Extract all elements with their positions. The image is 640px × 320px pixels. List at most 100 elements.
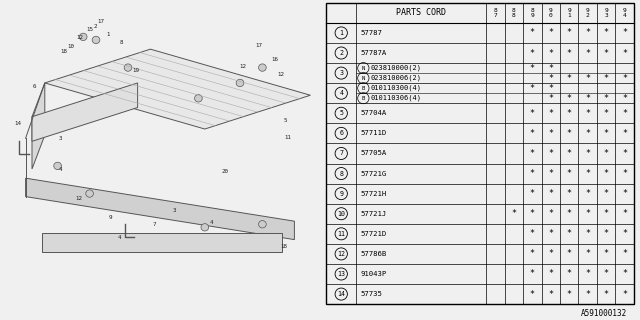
Text: 8
7: 8 7 bbox=[493, 8, 497, 18]
Circle shape bbox=[124, 64, 132, 71]
Text: *: * bbox=[530, 189, 535, 198]
Text: 4: 4 bbox=[339, 90, 343, 96]
Text: 9
2: 9 2 bbox=[586, 8, 589, 18]
Text: *: * bbox=[585, 129, 590, 138]
Polygon shape bbox=[42, 234, 282, 252]
Text: *: * bbox=[585, 209, 590, 218]
Text: *: * bbox=[604, 149, 609, 158]
Circle shape bbox=[86, 190, 93, 197]
Text: 10: 10 bbox=[337, 211, 345, 217]
Text: *: * bbox=[604, 129, 609, 138]
Text: *: * bbox=[530, 129, 535, 138]
Text: *: * bbox=[604, 209, 609, 218]
Text: *: * bbox=[604, 189, 609, 198]
Text: 91043P: 91043P bbox=[360, 271, 387, 277]
Text: 10: 10 bbox=[68, 44, 74, 49]
Text: *: * bbox=[622, 269, 627, 278]
Text: *: * bbox=[585, 249, 590, 259]
Text: 57704A: 57704A bbox=[360, 110, 387, 116]
Text: 57721G: 57721G bbox=[360, 171, 387, 177]
Text: *: * bbox=[566, 249, 572, 259]
Text: 4: 4 bbox=[117, 235, 121, 240]
Text: PARTS CORD: PARTS CORD bbox=[396, 8, 446, 18]
Text: *: * bbox=[566, 169, 572, 178]
Text: 12: 12 bbox=[278, 72, 284, 77]
Text: *: * bbox=[566, 290, 572, 299]
Text: *: * bbox=[548, 209, 553, 218]
Text: *: * bbox=[548, 49, 553, 58]
Text: *: * bbox=[604, 269, 609, 278]
Text: *: * bbox=[548, 109, 553, 118]
Text: 12: 12 bbox=[75, 196, 82, 201]
Text: *: * bbox=[604, 49, 609, 58]
Text: 57735: 57735 bbox=[360, 291, 382, 297]
Text: *: * bbox=[622, 74, 627, 83]
Text: 3: 3 bbox=[58, 136, 62, 141]
Text: 57786B: 57786B bbox=[360, 251, 387, 257]
Text: *: * bbox=[548, 28, 553, 37]
Text: *: * bbox=[548, 64, 553, 73]
Text: 010110306(4): 010110306(4) bbox=[370, 95, 421, 101]
Text: 20: 20 bbox=[221, 169, 228, 174]
Text: *: * bbox=[548, 249, 553, 259]
Text: *: * bbox=[530, 49, 535, 58]
Text: 12: 12 bbox=[76, 35, 83, 40]
Text: *: * bbox=[585, 229, 590, 238]
Text: 8: 8 bbox=[339, 171, 343, 177]
Text: *: * bbox=[566, 49, 572, 58]
Text: 9: 9 bbox=[339, 191, 343, 196]
Text: *: * bbox=[622, 249, 627, 259]
Text: 6: 6 bbox=[339, 130, 343, 136]
Circle shape bbox=[54, 162, 61, 170]
Text: 57721H: 57721H bbox=[360, 191, 387, 196]
Text: *: * bbox=[530, 28, 535, 37]
Circle shape bbox=[79, 33, 87, 41]
Text: 11: 11 bbox=[284, 135, 291, 140]
Text: *: * bbox=[585, 94, 590, 103]
Text: 023810006(2): 023810006(2) bbox=[370, 75, 421, 81]
Text: 2: 2 bbox=[339, 50, 343, 56]
Text: 16: 16 bbox=[271, 57, 278, 62]
Text: *: * bbox=[530, 84, 535, 93]
Text: *: * bbox=[566, 109, 572, 118]
Text: *: * bbox=[604, 290, 609, 299]
Circle shape bbox=[92, 36, 100, 44]
Text: *: * bbox=[604, 74, 609, 83]
Text: 57705A: 57705A bbox=[360, 150, 387, 156]
Text: *: * bbox=[548, 149, 553, 158]
Text: B: B bbox=[362, 96, 365, 101]
Text: 9: 9 bbox=[109, 215, 112, 220]
Circle shape bbox=[259, 64, 266, 71]
Text: 17: 17 bbox=[97, 19, 104, 24]
Text: *: * bbox=[530, 209, 535, 218]
Text: *: * bbox=[548, 189, 553, 198]
Text: 023810000(2): 023810000(2) bbox=[370, 65, 421, 71]
Text: N: N bbox=[362, 66, 365, 71]
Text: *: * bbox=[548, 94, 553, 103]
Text: *: * bbox=[530, 290, 535, 299]
Text: *: * bbox=[548, 269, 553, 278]
Text: *: * bbox=[604, 169, 609, 178]
Text: *: * bbox=[585, 290, 590, 299]
Text: *: * bbox=[622, 109, 627, 118]
Text: 11: 11 bbox=[337, 231, 345, 237]
Text: *: * bbox=[585, 189, 590, 198]
Text: 57787A: 57787A bbox=[360, 50, 387, 56]
Text: *: * bbox=[530, 249, 535, 259]
Text: 1: 1 bbox=[106, 32, 110, 37]
Text: *: * bbox=[604, 109, 609, 118]
Text: *: * bbox=[511, 209, 516, 218]
Text: 8: 8 bbox=[119, 40, 123, 45]
Text: *: * bbox=[566, 269, 572, 278]
Text: 8
9: 8 9 bbox=[531, 8, 534, 18]
Text: *: * bbox=[585, 269, 590, 278]
Text: 2: 2 bbox=[93, 24, 97, 28]
Text: 57721J: 57721J bbox=[360, 211, 387, 217]
Text: *: * bbox=[585, 169, 590, 178]
Text: *: * bbox=[585, 109, 590, 118]
Text: *: * bbox=[548, 129, 553, 138]
Text: 19: 19 bbox=[132, 68, 140, 73]
Text: 14: 14 bbox=[14, 121, 21, 126]
Text: 17: 17 bbox=[255, 43, 262, 48]
Text: 5: 5 bbox=[339, 110, 343, 116]
